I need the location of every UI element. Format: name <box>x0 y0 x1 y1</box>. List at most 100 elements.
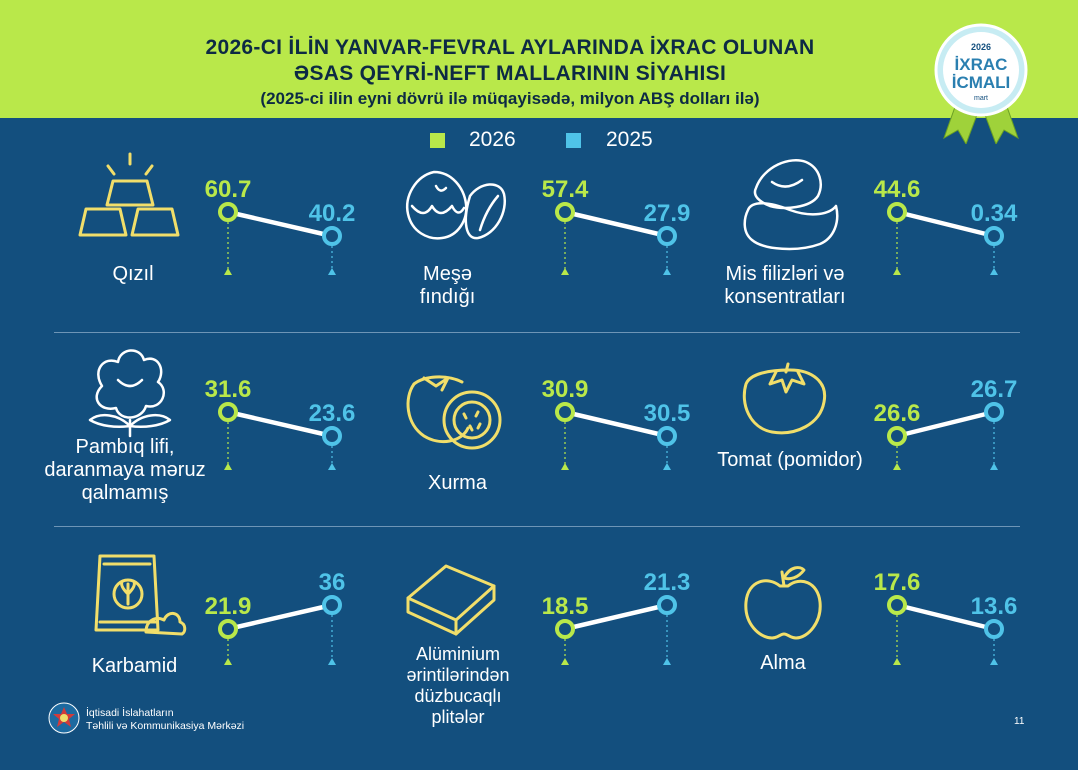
value-label-2025-6: 36 <box>319 569 346 596</box>
product-label-6: Karbamid <box>91 655 178 677</box>
point-2026-6 <box>218 619 238 639</box>
point-2026-4 <box>555 402 575 422</box>
product-label-0: Qızıl <box>112 263 154 285</box>
title-line-2: ƏSAS QEYRİ-NEFT MALLARININ SİYAHISI <box>293 62 727 85</box>
tomato-icon <box>742 362 827 435</box>
row-divider <box>54 332 1020 333</box>
legend: 2026 2025 <box>0 126 1078 156</box>
hazelnut-icon <box>405 170 507 240</box>
copper-ore-icon <box>743 159 839 251</box>
slope-line-1 <box>562 209 670 239</box>
aluminium-slab-icon <box>406 564 496 636</box>
value-label-2025-5: 26.7 <box>971 376 1018 403</box>
product-label-3: Pambıq lifi, daranmaya məruz qalmamış <box>44 436 206 504</box>
value-label-2026-2: 44.6 <box>874 176 921 203</box>
point-2025-2 <box>984 226 1004 246</box>
point-2025-3 <box>322 426 342 446</box>
point-2025-0 <box>322 226 342 246</box>
baseline-marker-2025-4 <box>663 463 671 470</box>
point-2026-7 <box>555 619 575 639</box>
legend-swatch-2026 <box>430 133 445 148</box>
baseline-marker-2026-4 <box>561 463 569 470</box>
point-2026-3 <box>218 402 238 422</box>
baseline-marker-2025-6 <box>328 658 336 665</box>
baseline-marker-2026-1 <box>561 268 569 275</box>
baseline-marker-2025-5 <box>990 463 998 470</box>
fertilizer-bag-icon <box>94 554 187 636</box>
product-label-7: Alüminium ərintilərindən düzbucaqlı plit… <box>406 644 510 727</box>
point-2025-4 <box>657 426 677 446</box>
baseline-marker-2026-2 <box>893 268 901 275</box>
legend-swatch-2025 <box>566 133 581 148</box>
baseline-marker-2026-5 <box>893 463 901 470</box>
value-label-2026-6: 21.9 <box>205 593 252 620</box>
value-label-2025-7: 21.3 <box>644 569 691 596</box>
value-label-2025-1: 27.9 <box>644 200 691 227</box>
point-2025-5 <box>984 402 1004 422</box>
value-label-2025-8: 13.6 <box>971 593 1018 620</box>
baseline-marker-2025-7 <box>663 658 671 665</box>
value-label-2025-2: 0.34 <box>971 200 1018 227</box>
point-2026-1 <box>555 202 575 222</box>
subtitle: (2025-ci ilin eyni dövrü ilə müqayisədə,… <box>260 89 760 108</box>
title-line-1: 2026-CI İLİN YANVAR-FEVRAL AYLARINDA İXR… <box>205 36 815 59</box>
slope-line-8 <box>894 602 997 632</box>
badge-line1: İXRAC <box>955 55 1008 74</box>
slope-line-5 <box>894 409 997 439</box>
point-2025-1 <box>657 226 677 246</box>
product-label-8: Alma <box>760 652 806 674</box>
baseline-marker-2025-0 <box>328 268 336 275</box>
point-2025-6 <box>322 595 342 615</box>
product-label-2: Mis filizləri və konsentratları <box>724 263 846 308</box>
value-label-2026-0: 60.7 <box>205 176 252 203</box>
value-label-2026-5: 26.6 <box>874 400 921 427</box>
badge-rosette-icon: 2026 İXRAC İCMALI mart <box>934 23 1028 144</box>
baseline-marker-2026-6 <box>224 658 232 665</box>
point-2026-0 <box>218 202 238 222</box>
point-2025-8 <box>984 619 1004 639</box>
cotton-icon <box>88 349 172 438</box>
baseline-marker-2026-0 <box>224 268 232 275</box>
badge-month: mart <box>974 95 988 102</box>
baseline-marker-2025-1 <box>663 268 671 275</box>
badge-line2: İCMALI <box>952 73 1011 92</box>
page-number: 11 <box>1014 716 1025 727</box>
slope-line-3 <box>225 409 335 439</box>
product-label-4: Xurma <box>428 472 487 494</box>
row-divider <box>54 526 1020 527</box>
slope-line-6 <box>225 602 335 632</box>
product-label-5: Tomat (pomidor) <box>717 449 863 471</box>
slope-line-2 <box>894 209 997 239</box>
value-label-2025-0: 40.2 <box>309 200 356 227</box>
slope-line-0 <box>225 209 335 239</box>
baseline-marker-2026-7 <box>561 658 569 665</box>
slope-line-7 <box>562 602 670 632</box>
point-2025-7 <box>657 595 677 615</box>
value-label-2025-3: 23.6 <box>309 400 356 427</box>
slope-line-4 <box>562 409 670 439</box>
baseline-marker-2025-8 <box>990 658 998 665</box>
apple-icon <box>744 566 822 640</box>
header-banner: 2026-CI İLİN YANVAR-FEVRAL AYLARINDA İXR… <box>0 0 1078 118</box>
persimmon-icon <box>406 375 502 450</box>
gold-bars-icon <box>78 152 180 237</box>
baseline-marker-2026-8 <box>893 658 901 665</box>
value-label-2026-3: 31.6 <box>205 376 252 403</box>
badge-year: 2026 <box>971 42 991 52</box>
legend-label-2026: 2026 <box>469 128 516 151</box>
value-label-2026-4: 30.9 <box>542 376 589 403</box>
footer-org-line1: İqtisadi İslahatların <box>86 707 174 719</box>
point-2026-2 <box>887 202 907 222</box>
value-label-2026-1: 57.4 <box>542 176 589 203</box>
product-label-1: Meşə fındığı <box>419 263 476 308</box>
legend-label-2025: 2025 <box>606 128 653 151</box>
baseline-marker-2026-3 <box>224 463 232 470</box>
baseline-marker-2025-3 <box>328 463 336 470</box>
baseline-marker-2025-2 <box>990 268 998 275</box>
point-2026-8 <box>887 595 907 615</box>
value-label-2026-7: 18.5 <box>542 593 589 620</box>
value-label-2025-4: 30.5 <box>644 400 691 427</box>
emblem-icon <box>48 702 80 734</box>
